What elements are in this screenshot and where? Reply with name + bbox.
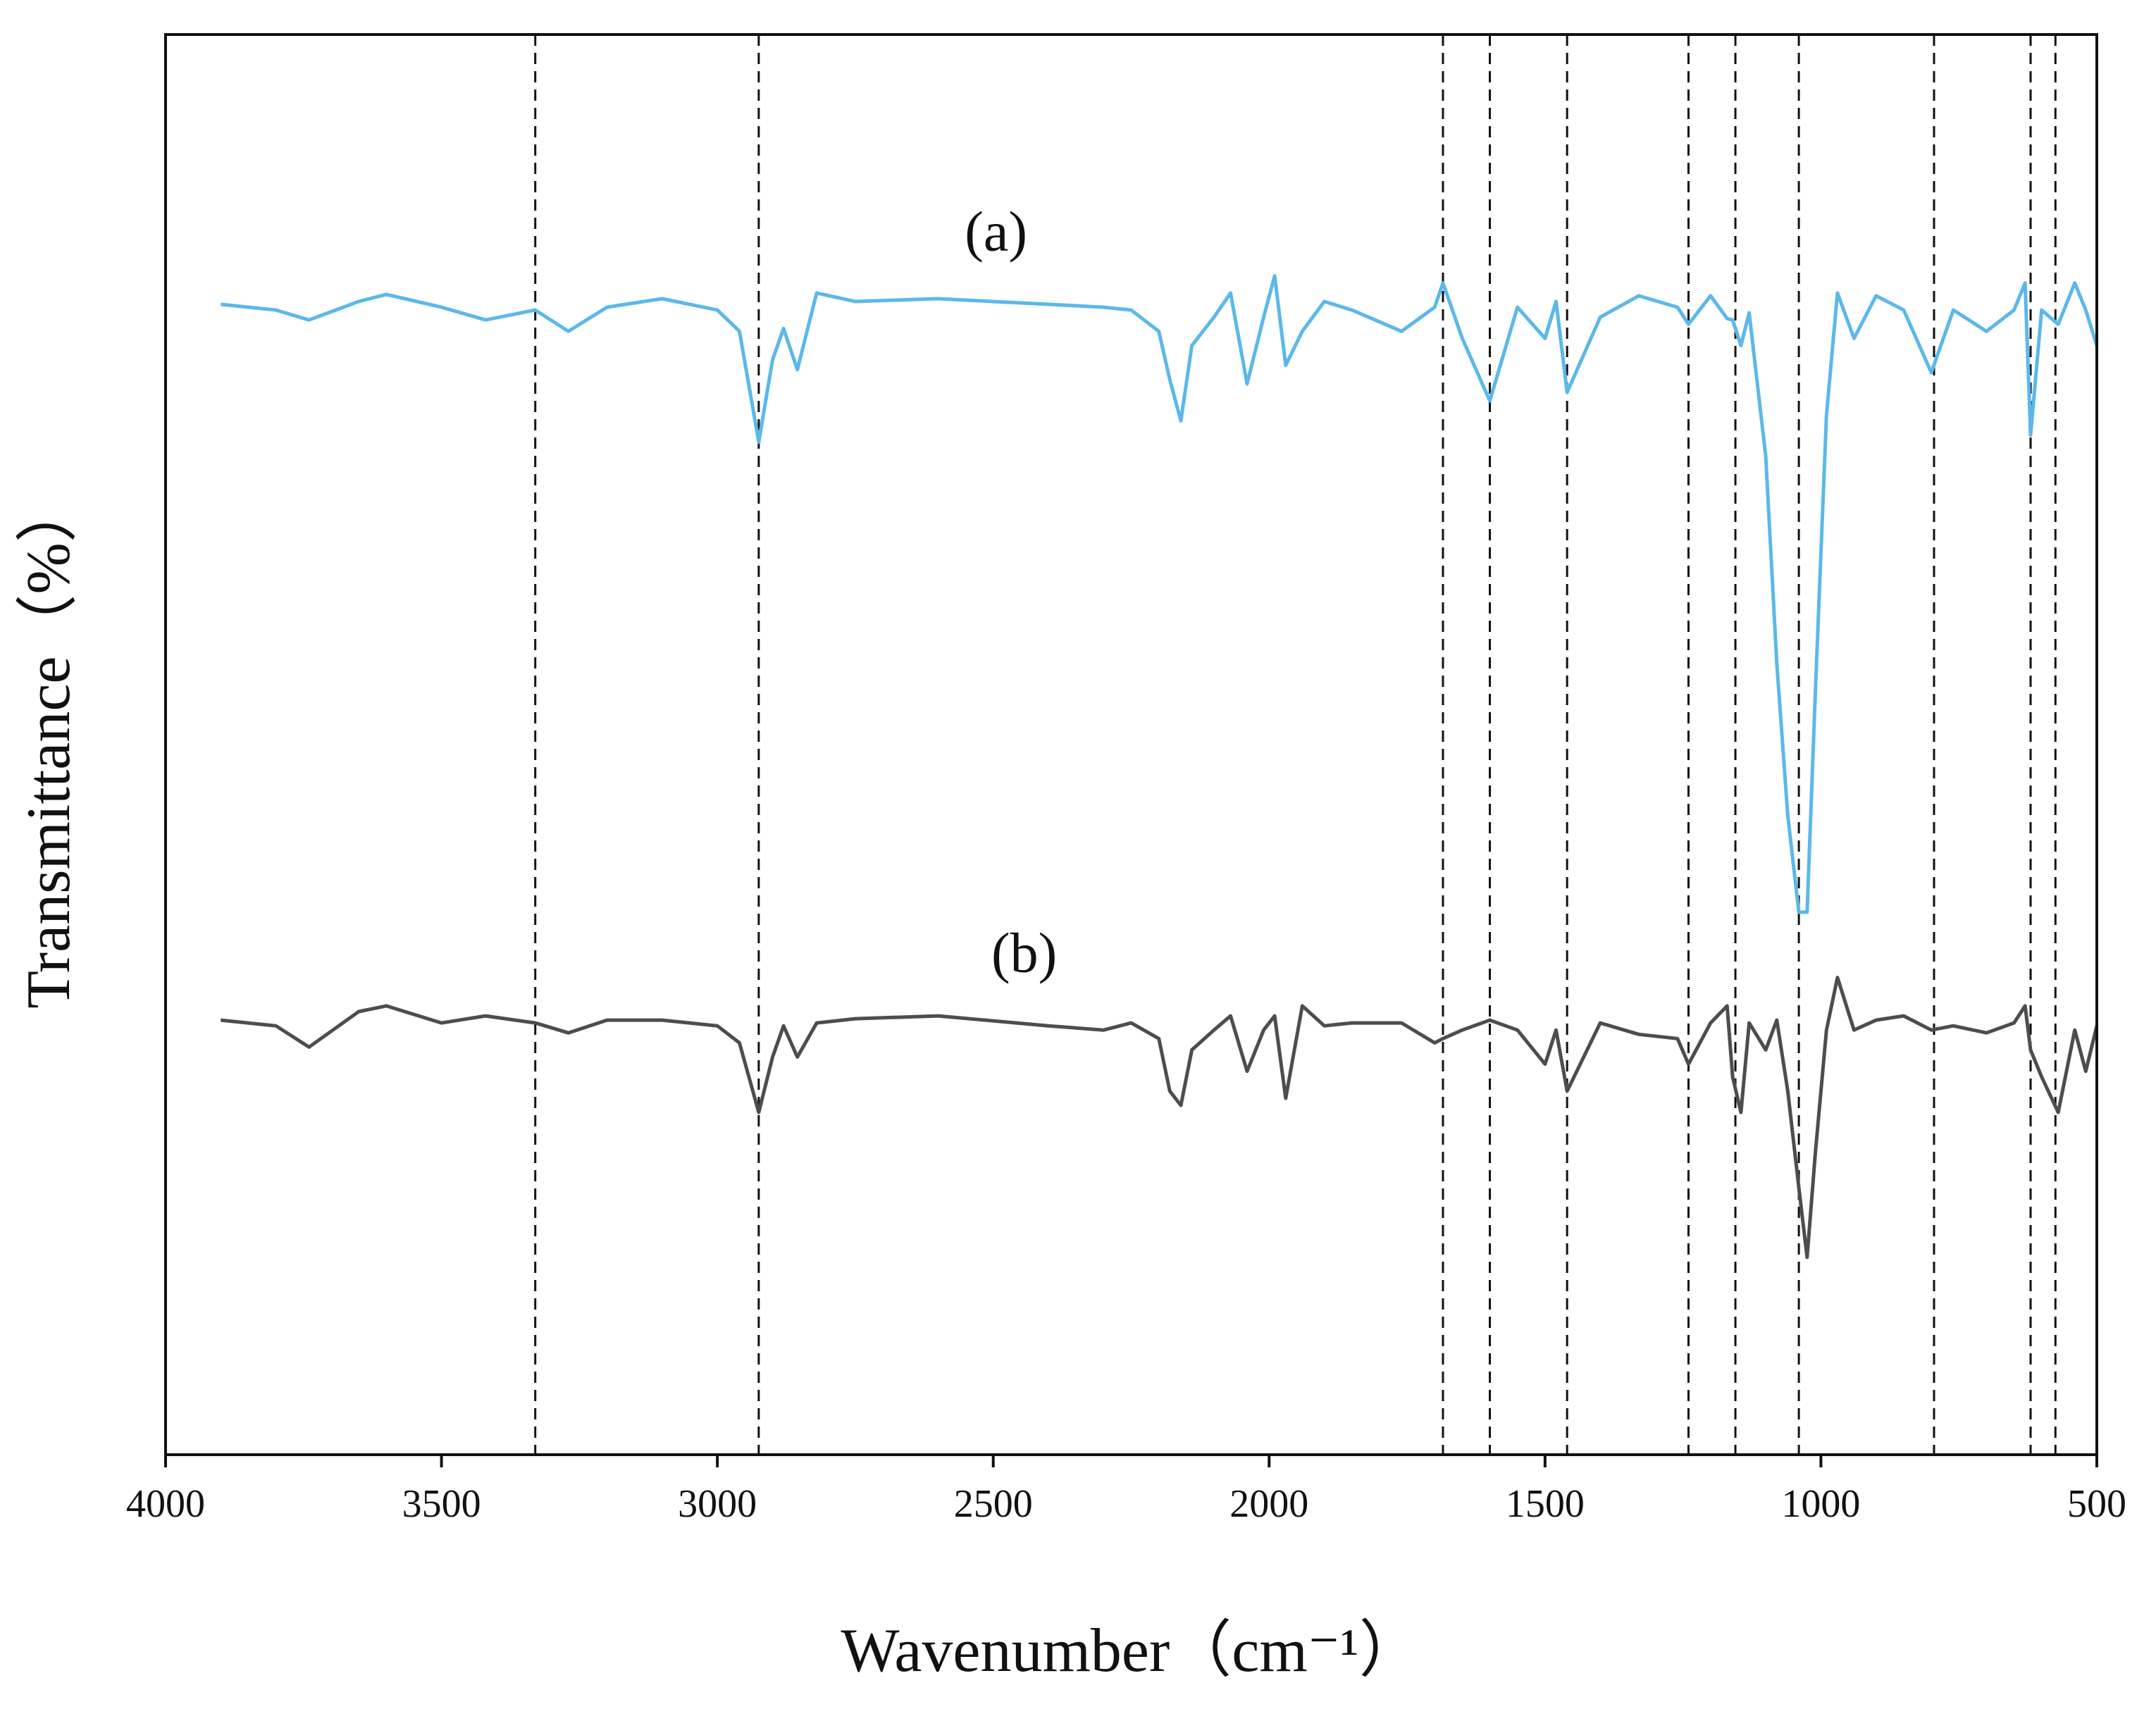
x-tick-label: 3500 <box>402 1482 481 1526</box>
series-line <box>221 274 2099 914</box>
series-label: (a) <box>965 201 1027 263</box>
y-axis-label: Transmittance（%） <box>15 480 83 1009</box>
x-tick-label: 500 <box>2067 1482 2126 1526</box>
x-tick-label: 2500 <box>954 1482 1033 1526</box>
series-line <box>221 976 2099 1260</box>
x-tick-label: 2000 <box>1229 1482 1308 1526</box>
plot-frame <box>164 33 2098 1456</box>
x-tick-label: 4000 <box>126 1482 205 1526</box>
x-tick-label: 1500 <box>1506 1482 1585 1526</box>
series-label: (b) <box>991 923 1057 985</box>
x-tick-label: 3000 <box>678 1482 757 1526</box>
x-axis-label: Wavenumber（cm⁻¹） <box>841 1617 1420 1685</box>
x-tick-label: 1000 <box>1781 1482 1860 1526</box>
